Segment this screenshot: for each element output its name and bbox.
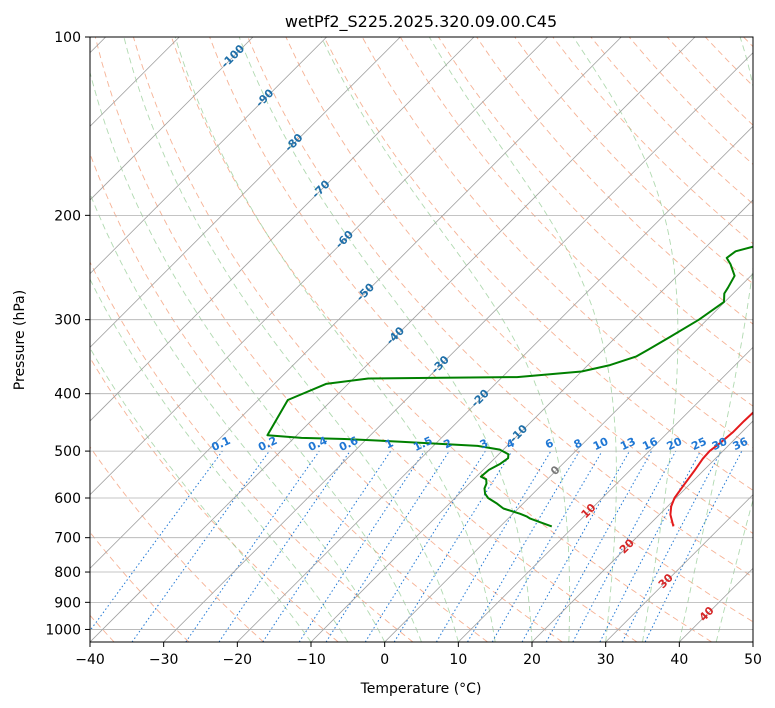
mixing-ratio-line [131,450,270,642]
x-tick-label: 20 [523,652,541,668]
mixing-ratio-label: 13 [618,435,637,453]
moist-adiabat [90,192,386,642]
x-tick-label: −10 [296,652,326,668]
x-tick-label: 30 [597,652,615,668]
y-tick-label: 100 [54,30,81,46]
y-tick-label: 1000 [45,622,81,638]
x-axis-label: Temperature (°C) [360,681,482,697]
x-tick-label: 50 [744,652,762,668]
mixing-ratio-line [521,450,630,642]
x-tick-label: −40 [75,652,105,668]
x-axis: −40 −30 −20 −10 0 10 20 30 40 50 [75,642,762,668]
plot-frame [89,36,754,643]
x-tick-label: −30 [149,652,179,668]
moist-adiabats [90,37,753,642]
mixing-ratio-line [218,450,351,642]
y-axis-label: Pressure (hPa) [12,290,28,390]
isotherm-line [531,420,753,642]
pressure-gridlines [90,37,753,630]
y-tick-label: 900 [54,595,81,611]
moist-adiabat [90,278,349,642]
isotherm-line [163,52,753,642]
sounding-series [266,245,753,528]
moist-adiabat [174,37,496,642]
isotherm-line [90,37,475,422]
isotherm-line [384,273,753,642]
dry-adiabat [90,446,264,642]
mixing-ratio-line [298,450,425,642]
y-tick-label: 300 [54,313,81,329]
mixing-ratio-line [545,450,653,642]
isotherm-line [90,37,401,348]
dry-adiabat [285,37,753,535]
moist-adiabat [90,70,422,642]
mixing-ratio-line [644,450,743,642]
dry-adiabat [90,356,339,642]
mixing-ratio-label: 30 [710,435,730,453]
dry-adiabats [90,37,753,642]
chart-title: wetPf2_S225.2025.320.09.00.C45 [285,12,557,32]
dry-adiabat [476,37,753,325]
mixing-ratio-line [325,450,450,642]
dry-adiabat [209,37,753,623]
mixing-ratio-label: 10 [591,435,611,453]
dry-adiabat [132,37,638,642]
dry-adiabat [171,37,712,642]
mixing-ratio-label: 16 [640,435,660,453]
mixing-ratio-label: 36 [731,435,751,453]
isotherm-line [310,199,753,642]
isotherm-line [605,494,753,642]
y-tick-label: 700 [54,531,81,547]
isotherm-line [90,37,622,569]
mixing-ratio-line [185,450,320,642]
x-tick-label: 0 [380,652,389,668]
moist-adiabat [238,37,533,642]
mixing-ratio-line [90,450,223,632]
moist-adiabat [572,37,679,642]
isotherm-line [90,37,548,496]
isotherms [90,37,753,642]
isotherm-line [90,37,254,201]
isotherm-line [237,125,753,642]
plot-area [90,37,753,642]
y-tick-label: 500 [54,444,81,460]
dry-adiabat [247,37,753,578]
y-tick-label: 600 [54,491,81,507]
y-tick-label: 200 [54,208,81,224]
isotherm-line [458,346,753,642]
mixing-ratio-line [572,450,677,642]
moist-adiabat [320,37,571,642]
isotherm-line [90,37,327,275]
moist-adiabat [123,37,459,642]
y-axis: 1000 900 800 700 600 500 400 300 200 100 [45,30,90,638]
dry-adiabat [94,37,563,642]
y-tick-label: 400 [54,387,81,403]
x-tick-label: 10 [449,652,467,668]
moist-adiabat [428,37,617,642]
isotherm-line [90,37,696,642]
mixing-ratio-line [262,450,392,642]
mixing-ratio-label: 25 [689,435,708,453]
dry-adiabat [323,37,753,491]
moist-adiabat [678,37,753,642]
dry-adiabat [514,37,753,285]
dry-adiabat [90,261,414,642]
mixing-ratio-label: 20 [665,435,685,453]
dewpoint-line [266,245,753,528]
temperature-line [669,411,753,527]
x-tick-label: 40 [670,652,688,668]
y-tick-label: 800 [54,565,81,581]
x-tick-label: −20 [223,652,253,668]
moist-adiabat [715,498,753,642]
